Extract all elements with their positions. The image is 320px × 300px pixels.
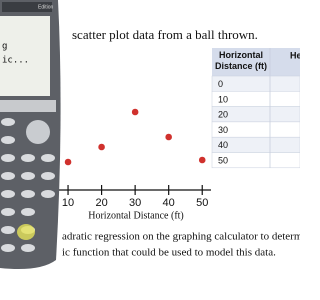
point [98, 143, 105, 151]
title: scatter plot data from a ball thrown. [72, 27, 258, 42]
x-tick-label: 10 [62, 197, 74, 209]
scatter-plot: 10 20 30 40 50 Horizontal Distance (ft) [34, 108, 211, 221]
table-cell: 50 [218, 156, 228, 166]
calculator-keys-row [0, 100, 56, 112]
screen-line: g [2, 42, 7, 52]
table-header [212, 48, 300, 76]
highlight [17, 224, 35, 240]
lesson-screen: scatter plot data from a ball thrown. 10… [0, 0, 300, 269]
table-cell: 30 [218, 125, 228, 135]
point [131, 108, 139, 116]
table-cell: 0 [218, 79, 223, 89]
x-tick-label: 20 [95, 197, 107, 209]
table-cell: 10 [218, 94, 228, 104]
table-cell: 20 [218, 110, 228, 120]
calculator-label: Edition [38, 4, 54, 10]
calculator-dpad [26, 120, 50, 144]
header-cell: Horizontal Distance (ft) [215, 50, 267, 71]
x-tick-label: 40 [163, 197, 175, 209]
calculator-top [2, 2, 52, 12]
point [198, 156, 206, 164]
x-axis-label: Horizontal Distance (ft) [88, 210, 184, 221]
point [165, 133, 172, 141]
header-cell: He [290, 50, 300, 60]
table-row [211, 152, 300, 169]
footer-line: adratic regression on the graphing calcu… [62, 231, 300, 243]
data-table: Horizontal Distance (ft) He 0 10 20 30 40 50 [211, 48, 300, 169]
calculator: Edition g ic... [0, 0, 61, 269]
footer-line: ic function that could be used to model … [62, 247, 276, 259]
point [64, 158, 72, 166]
table-row [211, 75, 300, 92]
screen-line: ic... [2, 56, 29, 66]
calculator-screen [0, 16, 50, 96]
table-cell: 40 [218, 140, 228, 150]
x-tick-label: 50 [196, 197, 208, 209]
x-tick-label: 30 [129, 197, 141, 209]
